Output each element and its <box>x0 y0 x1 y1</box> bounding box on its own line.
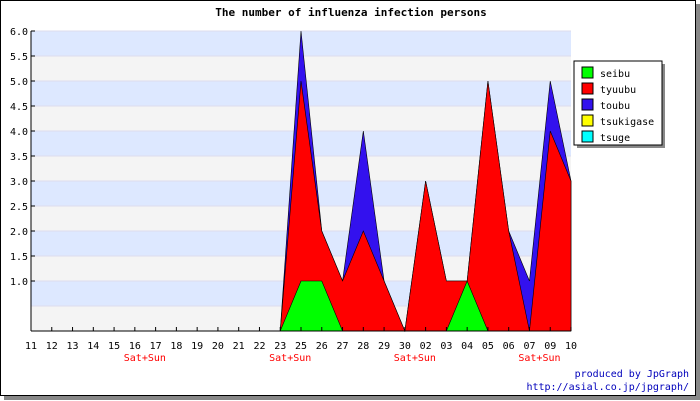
x-tick-label: 29 <box>378 341 390 352</box>
y-tick-label: 4.5 <box>10 102 28 113</box>
x-tick-label: 28 <box>357 341 369 352</box>
x-tick-label: 07 <box>523 341 535 352</box>
x-tick-label: 21 <box>233 341 245 352</box>
weekend-marker-label: Sat+Sun <box>518 353 560 364</box>
x-tick-label: 04 <box>461 341 473 352</box>
legend-label-tyuubu: tyuubu <box>600 85 636 96</box>
x-tick-label: 22 <box>253 341 265 352</box>
chart-title: The number of influenza infection person… <box>215 6 487 19</box>
x-tick-label: 13 <box>67 341 79 352</box>
weekend-marker-label: Sat+Sun <box>124 353 166 364</box>
y-tick-label: 4.0 <box>10 127 28 138</box>
weekend-marker-label: Sat+Sun <box>269 353 311 364</box>
x-tick-label: 10 <box>565 341 577 352</box>
axes: 6.0 5.5 5.0 4.5 4.0 3.5 3.0 2.5 2.0 1.5 1.0 11 12 13 1… <box>10 27 577 364</box>
y-tick-label: 5.5 <box>10 52 28 63</box>
x-tick-label: 20 <box>212 341 224 352</box>
x-tick-label: 09 <box>544 341 556 352</box>
y-tick-label: 5.0 <box>10 77 28 88</box>
x-tick-label: 12 <box>46 341 58 352</box>
x-tick-label: 30 <box>399 341 411 352</box>
legend: seibu tyuubu toubu tsukigase tsuge <box>573 60 665 148</box>
x-tick-label: 23 <box>274 341 286 352</box>
y-tick-label: 3.0 <box>10 177 28 188</box>
weekend-marker-label: Sat+Sun <box>394 353 436 364</box>
y-tick-label: 1.0 <box>10 277 28 288</box>
x-tick-label: 19 <box>191 341 203 352</box>
x-tick-label: 05 <box>482 341 494 352</box>
legend-label-toubu: toubu <box>600 101 630 112</box>
x-tick-label: 17 <box>150 341 162 352</box>
y-tick-label: 2.0 <box>10 227 28 238</box>
legend-swatch-seibu <box>581 66 594 79</box>
y-tick-label: 3.5 <box>10 152 28 163</box>
legend-label-tsukigase: tsukigase <box>600 117 654 128</box>
y-tick-label: 1.5 <box>10 252 28 263</box>
legend-label-tsuge: tsuge <box>600 133 630 144</box>
x-tick-label: 14 <box>87 341 99 352</box>
x-tick-label: 16 <box>129 341 141 352</box>
credit-line-1: produced by JpGraph <box>575 369 689 380</box>
x-tick-label: 25 <box>295 341 307 352</box>
x-tick-label: 18 <box>170 341 182 352</box>
legend-label-seibu: seibu <box>600 69 630 80</box>
x-tick-label: 26 <box>316 341 328 352</box>
legend-swatch-tsuge <box>581 130 594 143</box>
legend-swatch-toubu <box>581 98 594 111</box>
legend-swatch-tyuubu <box>581 82 594 95</box>
x-tick-label: 27 <box>337 341 349 352</box>
y-tick-label: 6.0 <box>10 27 28 38</box>
y-tick-label: 2.5 <box>10 202 28 213</box>
x-tick-label: 02 <box>420 341 432 352</box>
x-tick-label: 06 <box>503 341 515 352</box>
x-tick-label: 11 <box>25 341 37 352</box>
legend-swatch-tsukigase <box>581 114 594 127</box>
x-tick-label: 03 <box>440 341 452 352</box>
x-tick-label: 15 <box>108 341 120 352</box>
credit-line-2: http://asial.co.jp/jpgraph/ <box>526 382 689 393</box>
